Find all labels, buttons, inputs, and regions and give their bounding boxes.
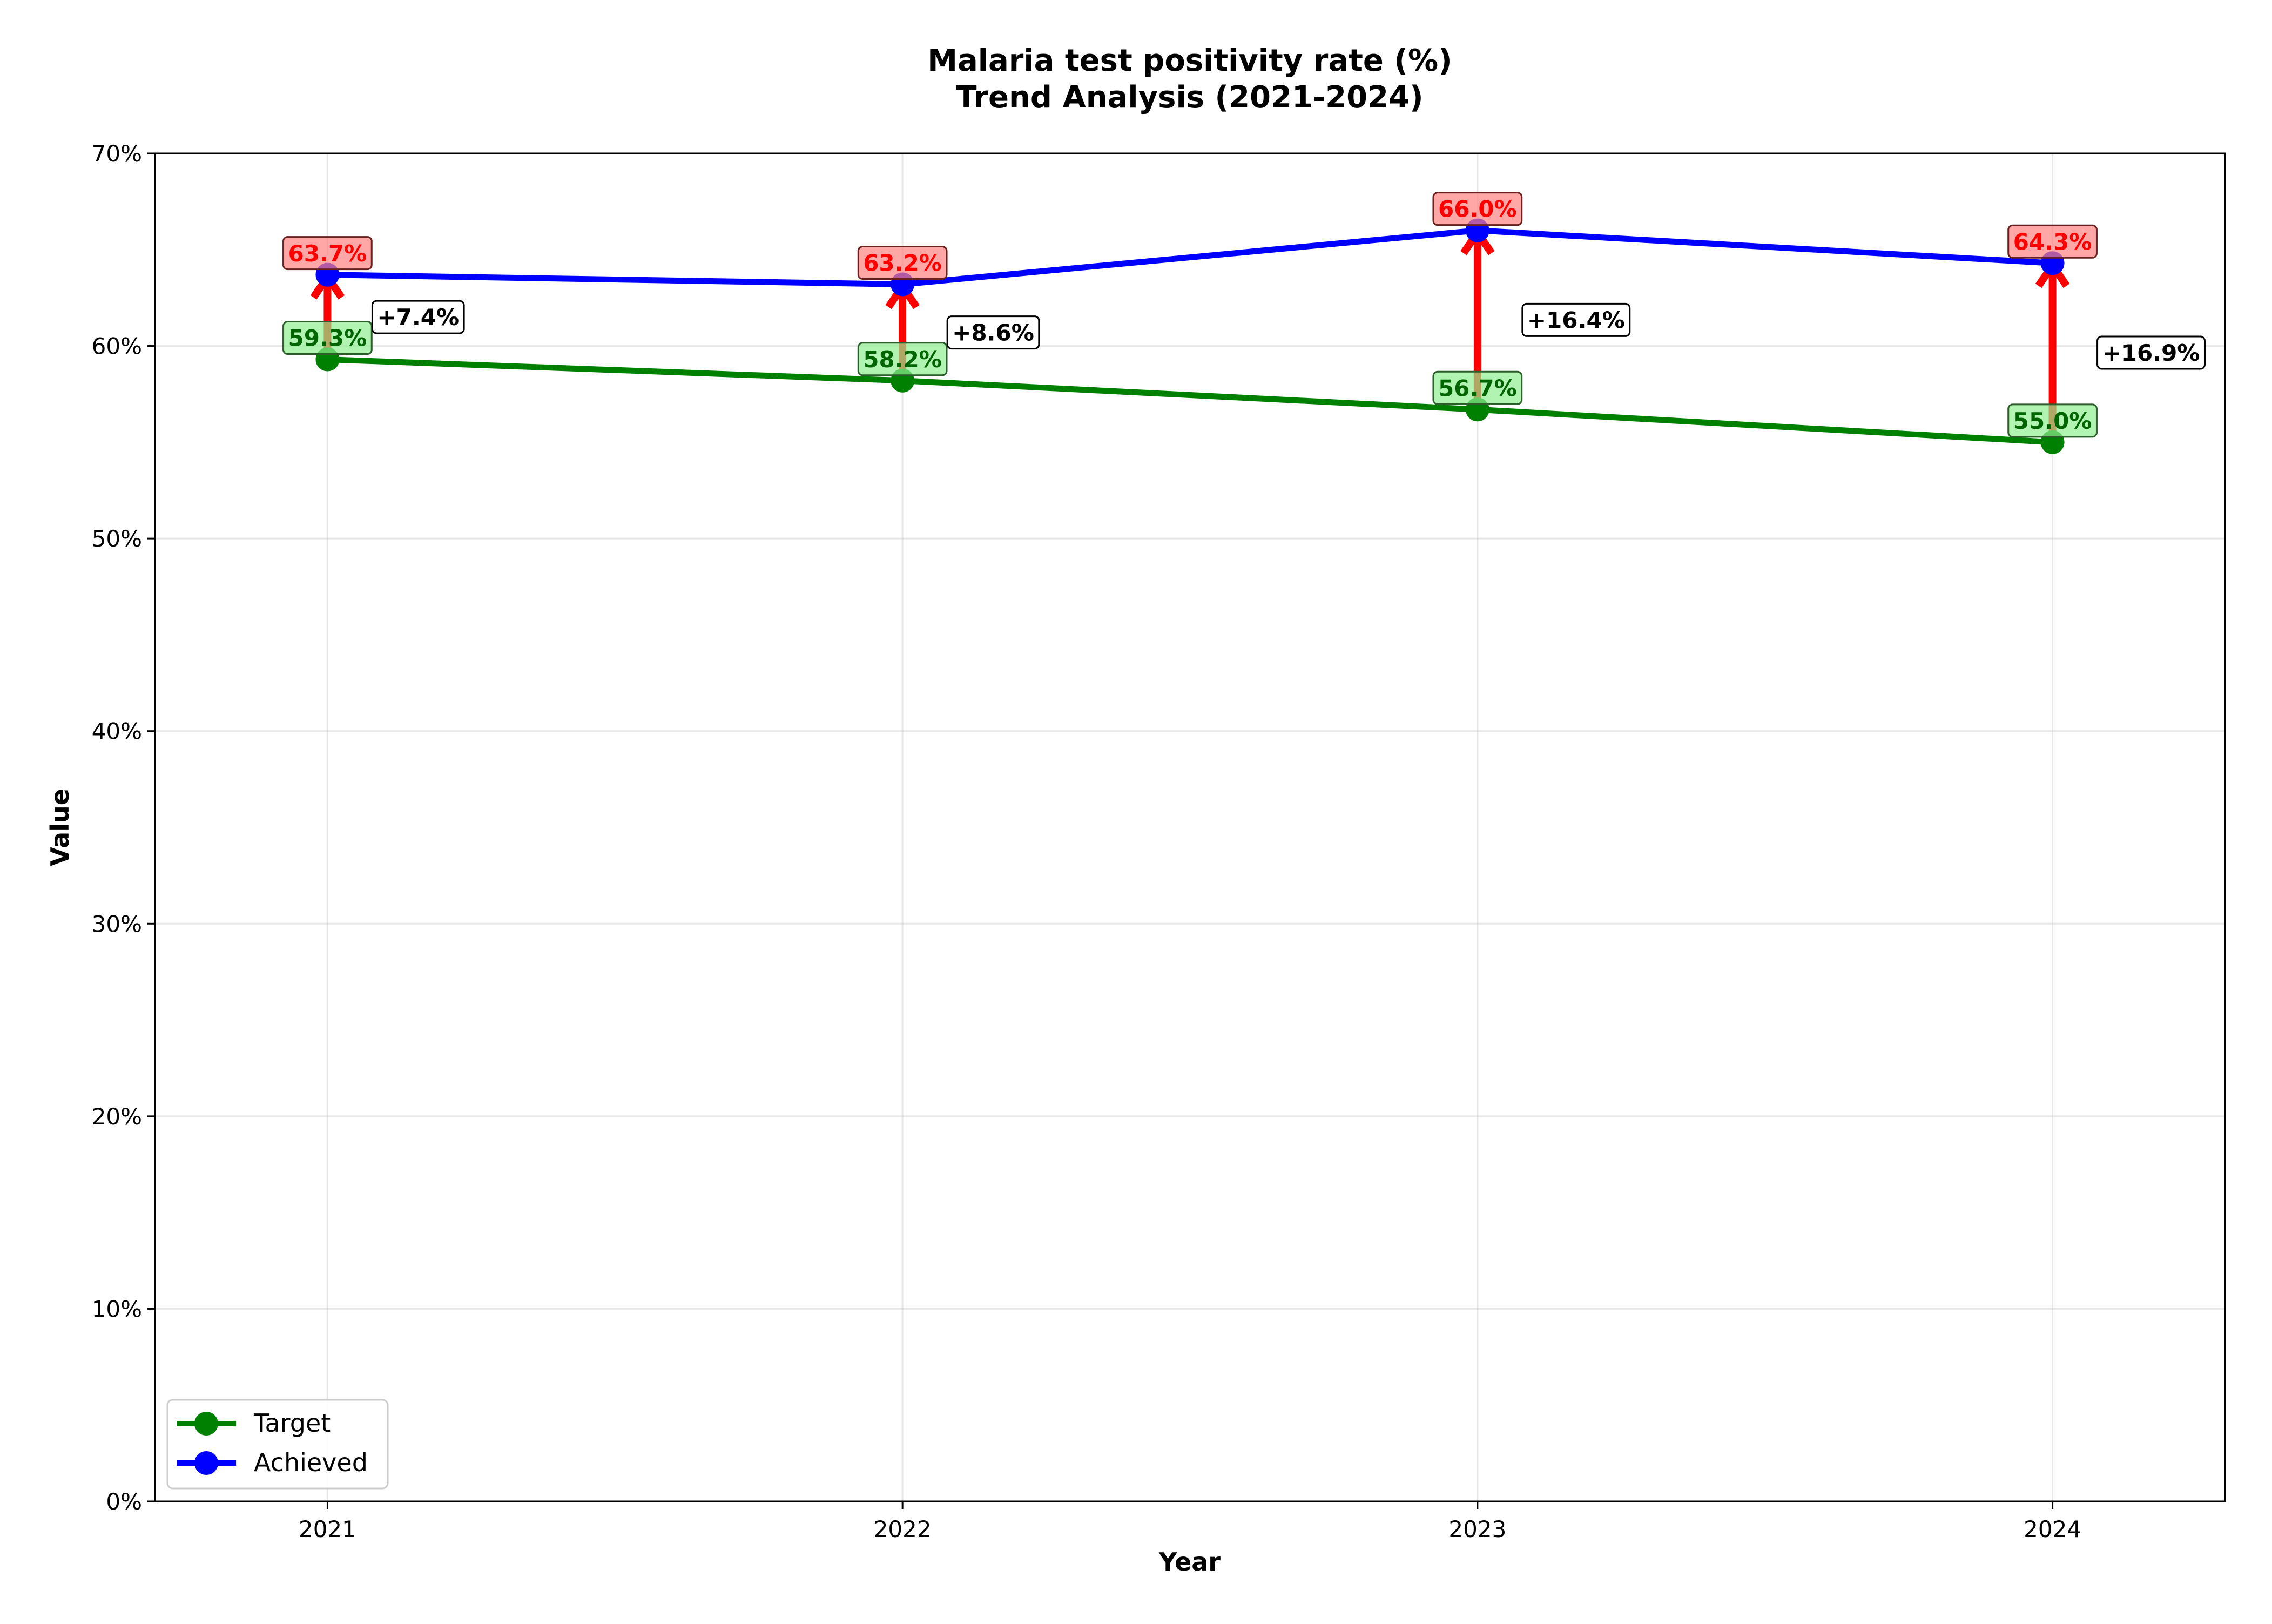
- x-tick-label: 2024: [2024, 1516, 2081, 1542]
- target-value-label-box: [282, 321, 373, 355]
- target-value-label-box: [857, 342, 948, 376]
- legend-target-marker: [194, 1412, 218, 1436]
- axes: 0% 10% 20% 30% 40% 50% 60% 70% 2021 2022 2023 2024: [92, 140, 2081, 1542]
- y-tick-label: 50%: [92, 525, 142, 552]
- achieved-value-label: 63.7%: [288, 240, 367, 267]
- y-tick-label: 70%: [92, 140, 142, 167]
- y-tick-label: 0%: [106, 1488, 142, 1515]
- y-tick-label: 60%: [92, 333, 142, 360]
- target-value-label: 56.7%: [1438, 375, 1517, 401]
- x-axis-label: Year: [1158, 1547, 1221, 1576]
- change-label-box: [946, 315, 1040, 350]
- change-label: +8.6%: [952, 320, 1034, 346]
- y-tick-label: 20%: [92, 1103, 142, 1130]
- legend-achieved-marker: [194, 1451, 218, 1475]
- y-tick-label: 10%: [92, 1296, 142, 1322]
- achieved-value-label: 66.0%: [1438, 196, 1517, 223]
- y-tick-label: 40%: [92, 718, 142, 745]
- legend-achieved-label: Achieved: [254, 1448, 368, 1477]
- target-value-label-box: [1432, 370, 1523, 405]
- legend-target-label: Target: [253, 1409, 331, 1438]
- achieved-value-label-box: [2007, 224, 2098, 259]
- target-value-label-box: [2007, 403, 2098, 438]
- target-value-label: 58.2%: [863, 346, 942, 373]
- chart-subtitle: Trend Analysis (2021-2024): [956, 80, 1423, 115]
- achieved-value-label-box: [1432, 192, 1523, 226]
- achieved-value-label: 63.2%: [863, 250, 942, 277]
- change-label-box: [371, 300, 465, 334]
- change-label: +16.9%: [2102, 340, 2200, 366]
- change-label: +16.4%: [1527, 307, 1625, 334]
- series-lines: [327, 227, 2053, 446]
- chart-title: Malaria test positivity rate (%): [927, 43, 1452, 78]
- plot-frame: [154, 152, 2226, 1502]
- target-value-label: 59.3%: [288, 325, 367, 352]
- plot-area: [155, 153, 2225, 1501]
- change-label-box: [2096, 335, 2206, 370]
- y-tick-label: 30%: [92, 911, 142, 937]
- x-tick-label: 2021: [299, 1516, 356, 1542]
- achieved-value-label-box: [857, 245, 948, 280]
- legend: Target Achieved: [166, 1399, 389, 1490]
- series-line-achieved: [327, 227, 2053, 287]
- achieved-value-label-box: [282, 236, 373, 271]
- achieved-value-label: 64.3%: [2013, 228, 2092, 255]
- data-labels: 59.3% 58.2% 56.7% 55.0% 63.7% 63.2% 66.0% 64.3%…: [282, 192, 2206, 438]
- y-axis-label: Value: [45, 789, 75, 866]
- series-line-target: [327, 356, 2053, 446]
- change-label-box: [1521, 302, 1631, 337]
- target-value-label: 55.0%: [2013, 408, 2092, 434]
- x-tick-label: 2023: [1448, 1516, 1506, 1542]
- change-label: +7.4%: [377, 304, 459, 331]
- x-tick-label: 2022: [874, 1516, 932, 1542]
